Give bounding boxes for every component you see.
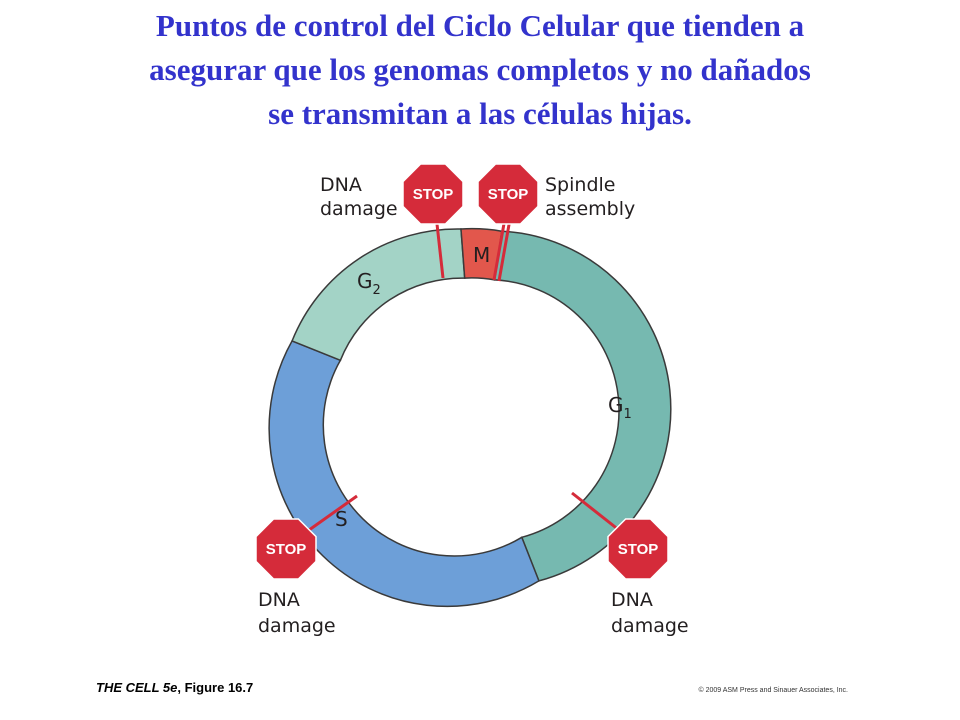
stop-sign-g1: STOP (607, 518, 669, 580)
g2-checkpoint-label: DNA damage (320, 174, 398, 220)
cycle-ring (268, 227, 672, 608)
g2-phase-label: G2 (357, 269, 381, 298)
figure-number: , Figure 16.7 (177, 680, 254, 695)
checkpoint-lines (301, 214, 625, 537)
title-line-3: se transmitan a las células hijas. (268, 96, 692, 131)
spindle-checkpoint-line-b (497, 218, 512, 282)
stop-sign-octagon (255, 518, 317, 580)
g1-phase-arc (493, 230, 672, 582)
stop-sign-g2: STOP (402, 163, 464, 225)
stop-sign-octagon (607, 518, 669, 580)
title-line-1: Puntos de control del Ciclo Celular que … (155, 8, 805, 43)
copyright-notice: © 2009 ASM Press and Sinauer Associates,… (698, 687, 848, 694)
spindle-checkpoint-label: Spindle assembly (545, 174, 635, 220)
s-phase-arc (268, 339, 540, 608)
s-checkpoint-label: DNA damage (258, 589, 336, 637)
s-phase-label: S (335, 507, 348, 531)
slide-title: Puntos de control del Ciclo Celular que … (20, 4, 940, 136)
stop-sign-text: STOP (618, 541, 659, 558)
stop-sign-spindle: STOP (477, 163, 539, 225)
figure-credit: THE CELL 5e, Figure 16.7 (96, 680, 253, 695)
book-title: THE CELL 5e (96, 680, 178, 695)
g1-checkpoint-line (571, 491, 625, 536)
g1-checkpoint-label: DNA damage (611, 589, 689, 637)
title-line-2: asegurar que los genomas completos y no … (149, 52, 811, 87)
stop-sign-octagon (402, 163, 464, 225)
spindle-checkpoint-line-a (492, 217, 507, 281)
m-phase-label: M (473, 243, 490, 267)
stop-sign-text: STOP (413, 186, 454, 203)
stop-sign-text: STOP (266, 541, 307, 558)
s-checkpoint-line (301, 494, 358, 537)
stop-sign-octagon (477, 163, 539, 225)
g2-checkpoint-line (434, 214, 445, 279)
stop-sign-text: STOP (488, 186, 529, 203)
stop-sign-s: STOP (255, 518, 317, 580)
g1-phase-label: G1 (608, 393, 632, 422)
